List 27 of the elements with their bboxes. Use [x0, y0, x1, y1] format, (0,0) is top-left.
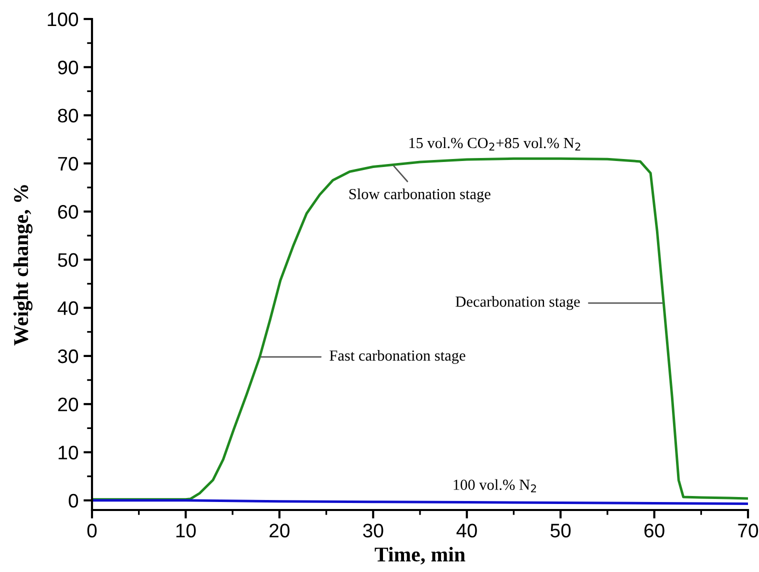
- x-tick-label: 0: [87, 524, 97, 538]
- x-tick-label: 70: [738, 524, 758, 538]
- y-axis-title: Weight change, %: [13, 185, 32, 346]
- line-series: [92, 157, 748, 501]
- series-label: 15 vol.% CO$_{2}$+85 vol.% N$_{2}$: [409, 137, 580, 151]
- x-tick-label: 60: [644, 524, 664, 538]
- annotation: Decarbonation stage: [456, 296, 580, 310]
- y-tick-label: 50: [58, 253, 78, 267]
- series-label: 100 vol.% N$_{2}$: [454, 479, 536, 492]
- x-tick-label: 20: [270, 524, 290, 538]
- y-tick-label: 90: [58, 60, 78, 74]
- y-tick-label: 20: [58, 398, 78, 412]
- y-tick-label: 0: [68, 494, 78, 508]
- x-tick-label: 40: [456, 524, 477, 538]
- y-tick-label: 80: [58, 108, 78, 123]
- y-tick-label: 10: [58, 446, 78, 460]
- x-axis-title: Time, min: [374, 546, 466, 565]
- y-tick-label: 60: [58, 205, 78, 219]
- x-tick-label: 50: [550, 524, 571, 538]
- y-tick-label: 40: [58, 301, 78, 316]
- x-tick-label: 10: [176, 524, 196, 538]
- y-tick-label: 100: [48, 12, 78, 26]
- annotation: Slow carbonation stage: [349, 188, 490, 202]
- x-tick-label: 30: [363, 524, 384, 538]
- annotation: Fast carbonation stage: [330, 350, 466, 364]
- y-tick-label: 30: [58, 349, 78, 364]
- y-tick-label: 70: [58, 156, 78, 171]
